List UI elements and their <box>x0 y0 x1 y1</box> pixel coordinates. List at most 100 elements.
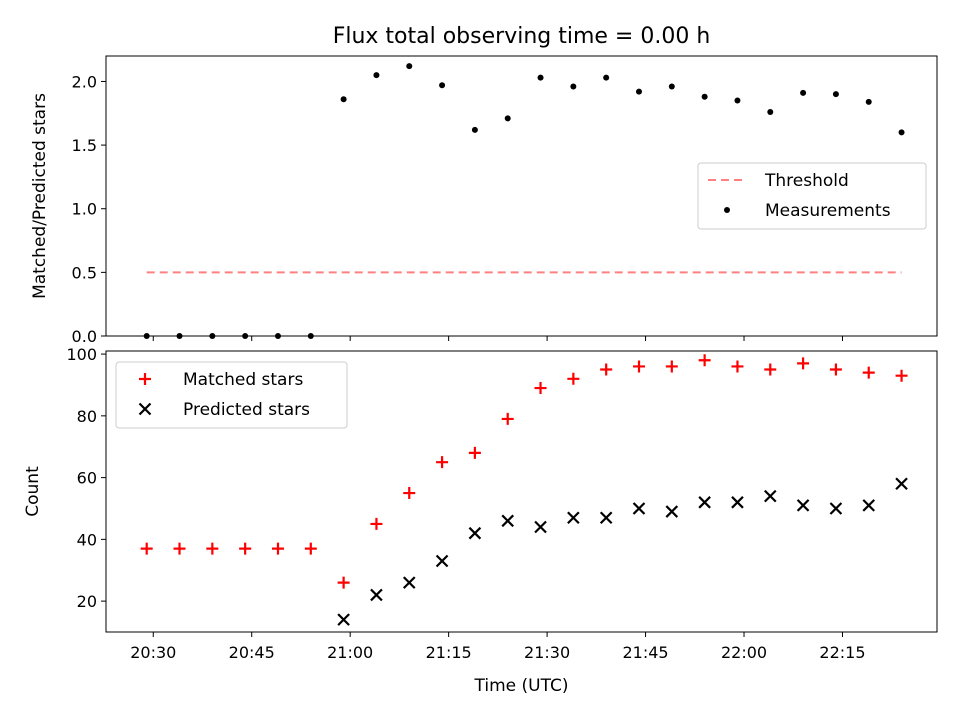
data-point <box>337 613 350 626</box>
data-point <box>701 93 708 100</box>
data-point <box>731 360 744 373</box>
data-point <box>468 526 482 540</box>
data-point <box>402 576 416 589</box>
data-point <box>862 499 876 512</box>
data-point <box>567 511 580 525</box>
axes-frame <box>105 350 938 633</box>
data-point <box>832 91 839 98</box>
legend-swatch <box>138 402 152 416</box>
series-predicted-stars <box>337 477 908 626</box>
count-panel: 20 40 60 80 100 20:30 20:45 21:00 21:15 21:30 21:4… <box>23 345 938 662</box>
data-point <box>898 129 905 136</box>
x-tick-label: 20:30 <box>130 643 176 662</box>
legend-swatch <box>724 207 730 213</box>
data-point <box>865 98 872 105</box>
y-axis-label: Count <box>23 466 43 517</box>
x-tick-label: 21:15 <box>426 643 472 662</box>
legend-box <box>115 361 348 429</box>
data-point <box>471 126 478 133</box>
y-tick-label: 0.5 <box>72 263 97 282</box>
y-tick-label: 100 <box>66 345 97 364</box>
data-point <box>800 89 807 96</box>
y-axis-label: Matched/Predicted stars <box>30 93 50 299</box>
data-point <box>370 588 383 602</box>
data-point <box>895 369 908 382</box>
data-point <box>600 363 613 376</box>
data-point <box>370 517 383 530</box>
y-tick-label: 1.0 <box>72 200 97 219</box>
data-point <box>439 82 446 89</box>
data-point <box>665 505 679 518</box>
data-point <box>239 542 252 555</box>
data-point <box>796 499 810 512</box>
x-tick-label: 21:00 <box>327 643 373 662</box>
data-point <box>632 502 646 515</box>
legend: Threshold Measurements <box>697 162 927 230</box>
data-point <box>537 74 544 81</box>
data-point <box>501 514 514 528</box>
legend-label: Matched stars <box>183 370 303 390</box>
data-point <box>734 97 741 104</box>
data-point <box>436 456 449 469</box>
legend-label: Measurements <box>765 201 891 221</box>
legend-swatch <box>139 373 151 385</box>
data-point <box>862 366 875 379</box>
data-point <box>665 360 678 373</box>
data-point <box>764 363 777 376</box>
series-matched-stars <box>140 354 908 589</box>
data-point <box>599 511 613 525</box>
x-tick-label: 22:15 <box>819 643 865 662</box>
data-point <box>797 357 810 370</box>
legend: Matched stars Predicted stars <box>115 361 348 429</box>
ratio-panel: 0.0 0.5 1.0 1.5 2.0 Matched/Predicted stars Th… <box>30 55 938 346</box>
chart-title: Flux total observing time = 0.00 h <box>333 24 711 49</box>
data-point <box>570 83 577 90</box>
y-tick-label: 0.0 <box>72 327 97 346</box>
data-point <box>763 489 777 503</box>
legend-label: Predicted stars <box>183 400 310 420</box>
data-point <box>304 542 317 555</box>
x-tick-label: 21:45 <box>623 643 669 662</box>
data-point <box>567 372 580 385</box>
x-tick-label: 21:30 <box>524 643 570 662</box>
data-point <box>534 520 547 534</box>
legend-box <box>697 162 927 230</box>
data-point <box>206 542 219 555</box>
legend-label: Threshold <box>764 171 849 191</box>
x-tick-label: 20:45 <box>229 643 275 662</box>
data-point <box>698 354 711 367</box>
data-point <box>632 360 645 373</box>
data-point <box>668 83 675 90</box>
y-tick-label: 1.5 <box>72 136 97 155</box>
data-point <box>698 496 711 509</box>
data-point <box>468 446 481 459</box>
axes-frame <box>105 55 938 337</box>
data-point <box>534 382 547 395</box>
data-point <box>340 96 347 103</box>
data-point <box>731 496 744 509</box>
data-point <box>403 487 416 500</box>
data-point <box>504 115 511 122</box>
data-point <box>501 412 514 425</box>
data-point <box>435 554 449 568</box>
data-point <box>829 502 843 515</box>
y-tick-label: 80 <box>77 407 97 426</box>
data-point <box>635 88 642 95</box>
data-point <box>271 542 284 555</box>
series-measurements <box>143 63 905 339</box>
data-point <box>603 74 610 81</box>
data-point <box>140 542 153 555</box>
y-tick-label: 60 <box>77 469 97 488</box>
x-tick-label: 22:00 <box>721 643 767 662</box>
data-point <box>829 363 842 376</box>
data-point <box>895 477 908 491</box>
data-point <box>767 109 774 115</box>
data-point <box>373 72 380 79</box>
data-point <box>173 542 186 555</box>
data-point <box>406 63 413 70</box>
data-point <box>337 576 350 589</box>
y-tick-label: 40 <box>77 530 97 549</box>
y-tick-label: 20 <box>77 592 97 611</box>
x-axis-label: Time (UTC) <box>474 676 569 696</box>
